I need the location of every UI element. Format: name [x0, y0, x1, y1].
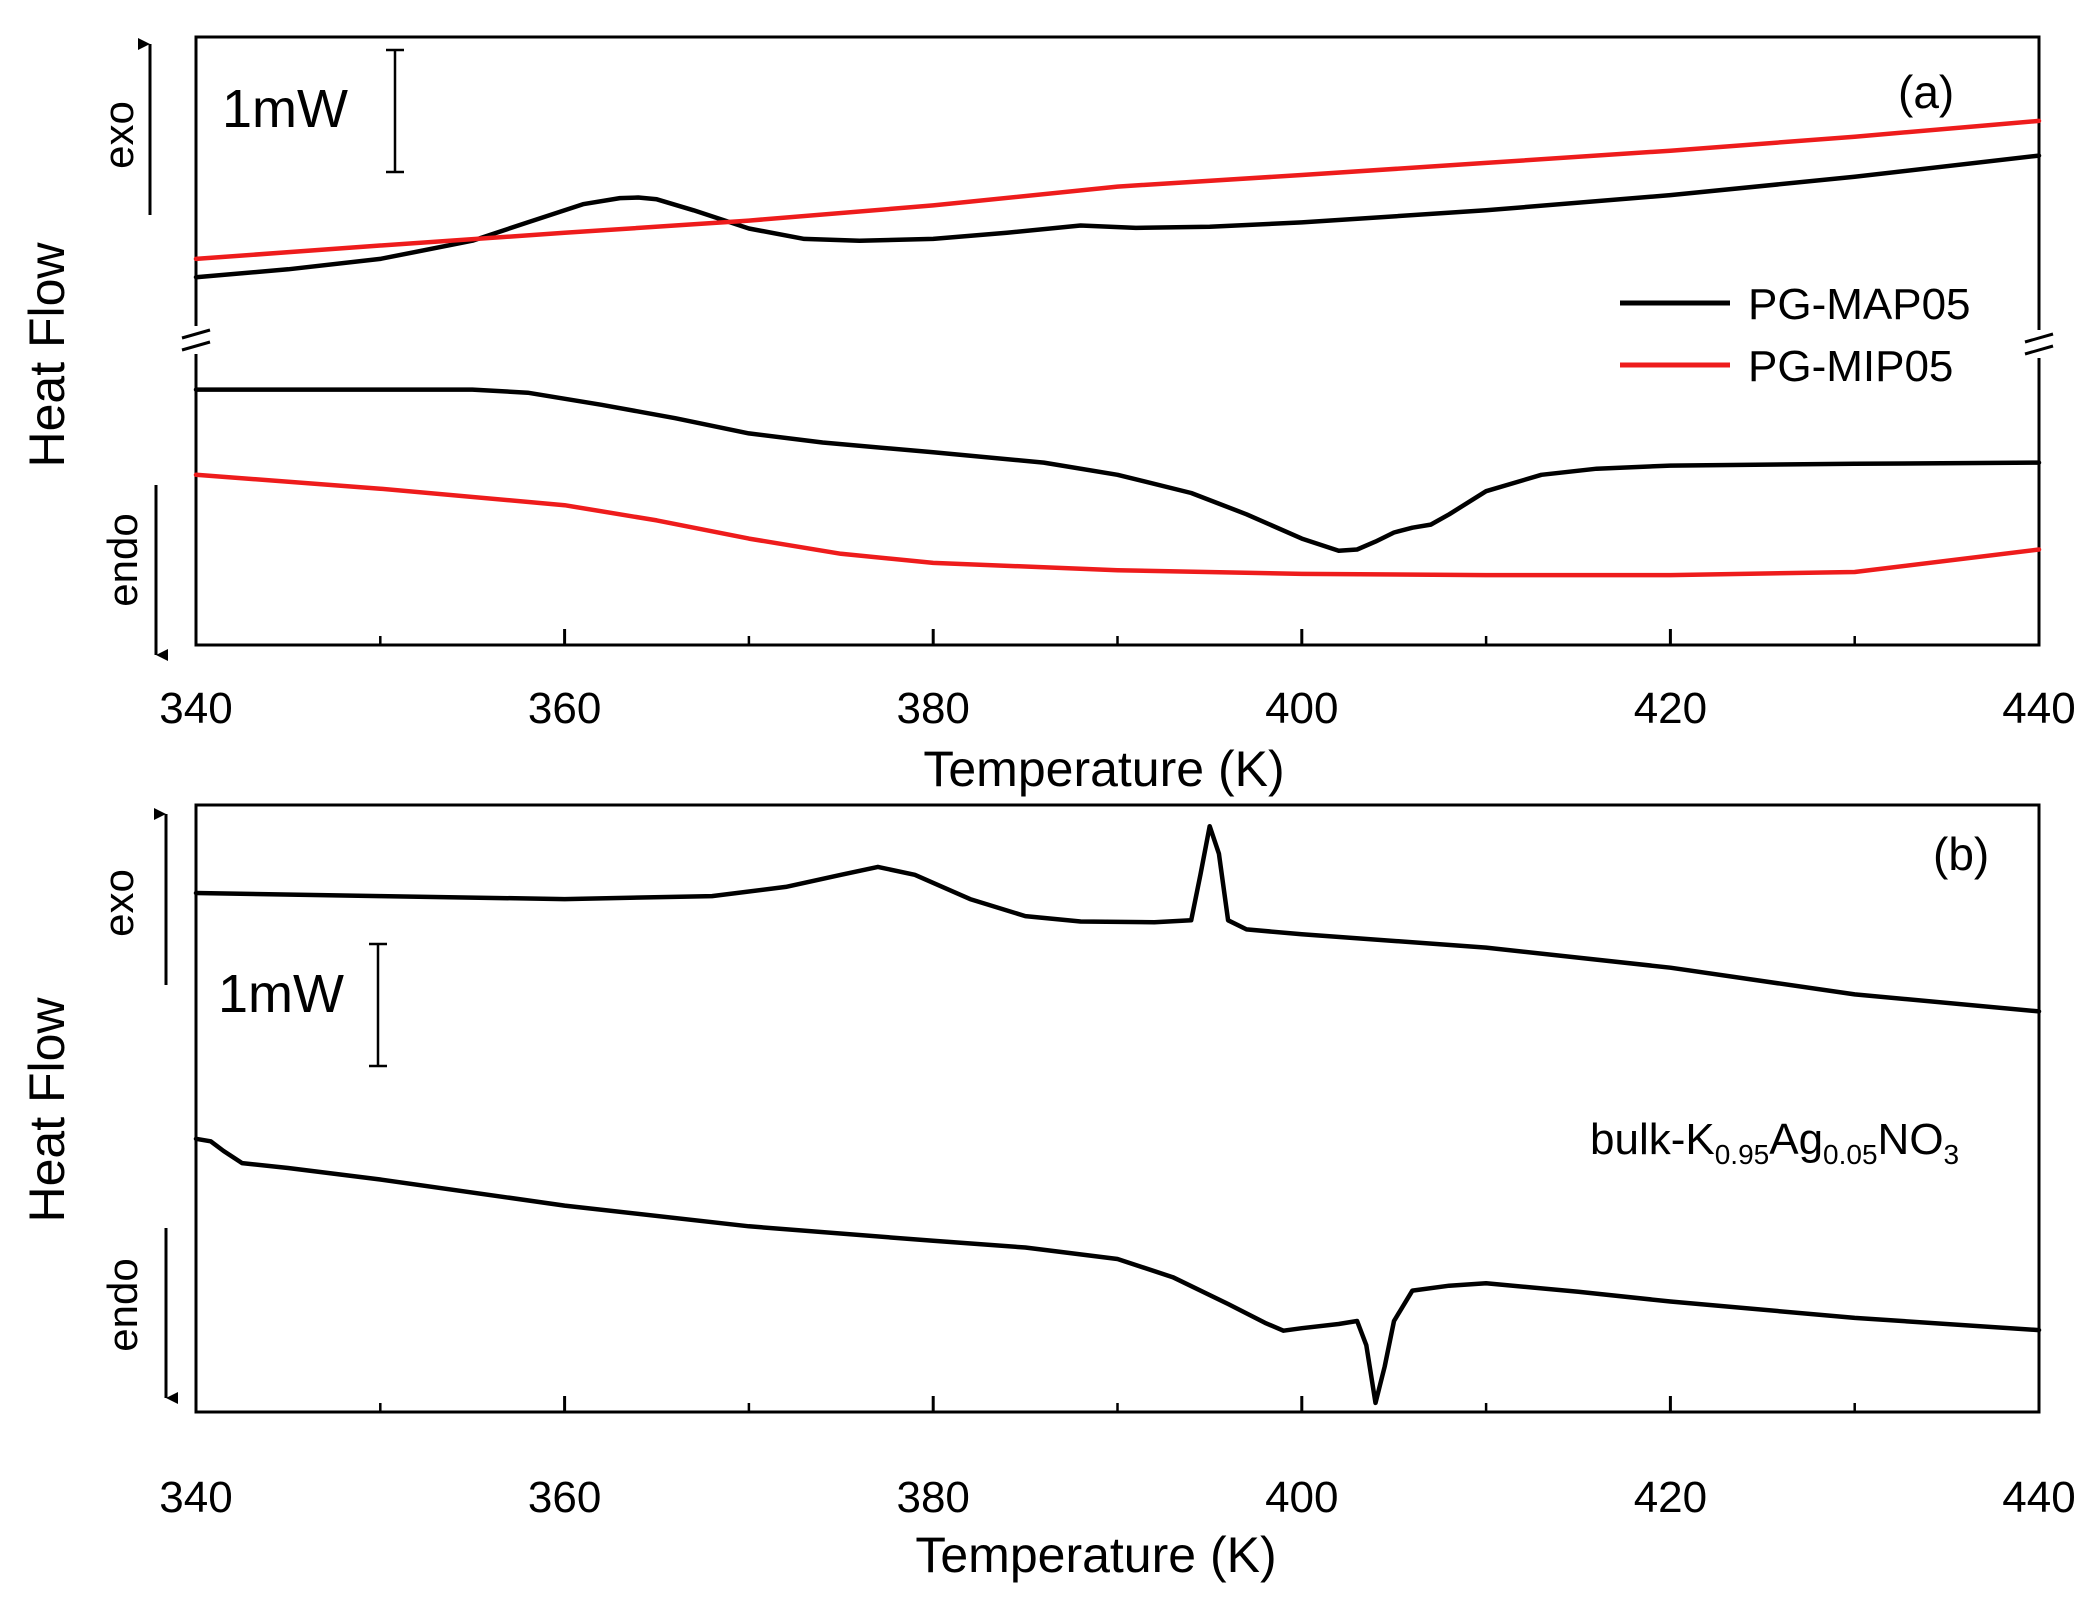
panel-a-axis-break-right: [2024, 330, 2054, 358]
panel-a-frame: [194, 35, 2041, 647]
panel-a-scale-bar: [386, 48, 404, 174]
panel-b-x-axis-title: Temperature (K): [915, 1527, 1276, 1583]
panel-a-x-axis-title: Temperature (K): [923, 741, 1284, 797]
panel-b-tick-label: 360: [528, 1473, 601, 1522]
panel-b-tick-label: 420: [1634, 1473, 1707, 1522]
legend-label-pg-mip05: PG-MIP05: [1748, 342, 1953, 391]
panel-b-tick-label: 380: [896, 1473, 969, 1522]
panel-a-tick-label: 360: [528, 684, 601, 733]
series-pg-mip05-lower: [193, 472, 2042, 578]
series-pg-map05-lower: [193, 387, 2042, 554]
panel-b-x-tick-labels: 340 360 380 400 420 440: [159, 1473, 2075, 1522]
panel-b-x-ticks: [194, 1396, 2041, 1412]
panel-b-series: [193, 823, 2042, 1406]
series-bulk-lower: [193, 1136, 2042, 1406]
panel-a-tick-label: 420: [1634, 684, 1707, 733]
panel-b-scale-label: 1mW: [218, 964, 344, 1024]
panel-a: 340 360 380 400 420 440 exo endo Heat Flow 1m…: [19, 35, 2076, 797]
panel-a-scale-label: 1mW: [222, 79, 348, 139]
panel-a-legend: PG-MAP05 PG-MIP05: [1620, 280, 1971, 391]
series-pg-map05-upper: [193, 153, 2042, 280]
panel-b-tick-label: 440: [2002, 1473, 2075, 1522]
panel-a-endo-label: endo: [99, 513, 146, 606]
panel-a-x-tick-labels: 340 360 380 400 420 440: [159, 684, 2075, 733]
panel-b-tick-label: 340: [159, 1473, 232, 1522]
panel-a-label: (a): [1898, 66, 1954, 118]
panel-b-y-axis-title: Heat Flow: [19, 997, 75, 1223]
panel-a-y-axis-title: Heat Flow: [19, 242, 75, 468]
panel-a-tick-label: 380: [896, 684, 969, 733]
series-pg-mip05-upper: [193, 118, 2042, 262]
panel-a-tick-label: 440: [2002, 684, 2075, 733]
panel-a-exo-label: exo: [95, 101, 142, 169]
panel-b-sample-label: bulk-K0.95Ag0.05NO3: [1590, 1115, 1959, 1170]
panel-a-tick-label: 400: [1265, 684, 1338, 733]
legend-label-pg-map05: PG-MAP05: [1748, 280, 1971, 329]
panel-b-scale-bar: [369, 942, 387, 1068]
panel-b-endo-label: endo: [99, 1258, 146, 1351]
series-bulk-upper: [193, 823, 2042, 1014]
panel-b-label: (b): [1933, 828, 1989, 880]
panel-a-axis-break-left: [181, 326, 211, 354]
panel-b-exo-label: exo: [95, 869, 142, 937]
panel-a-tick-label: 340: [159, 684, 232, 733]
panel-b: 340 360 380 400 420 440 exo endo Heat Flow 1m…: [19, 803, 2076, 1583]
panel-a-series: [193, 118, 2042, 578]
panel-a-x-ticks: [194, 629, 2041, 645]
panel-b-tick-label: 400: [1265, 1473, 1338, 1522]
